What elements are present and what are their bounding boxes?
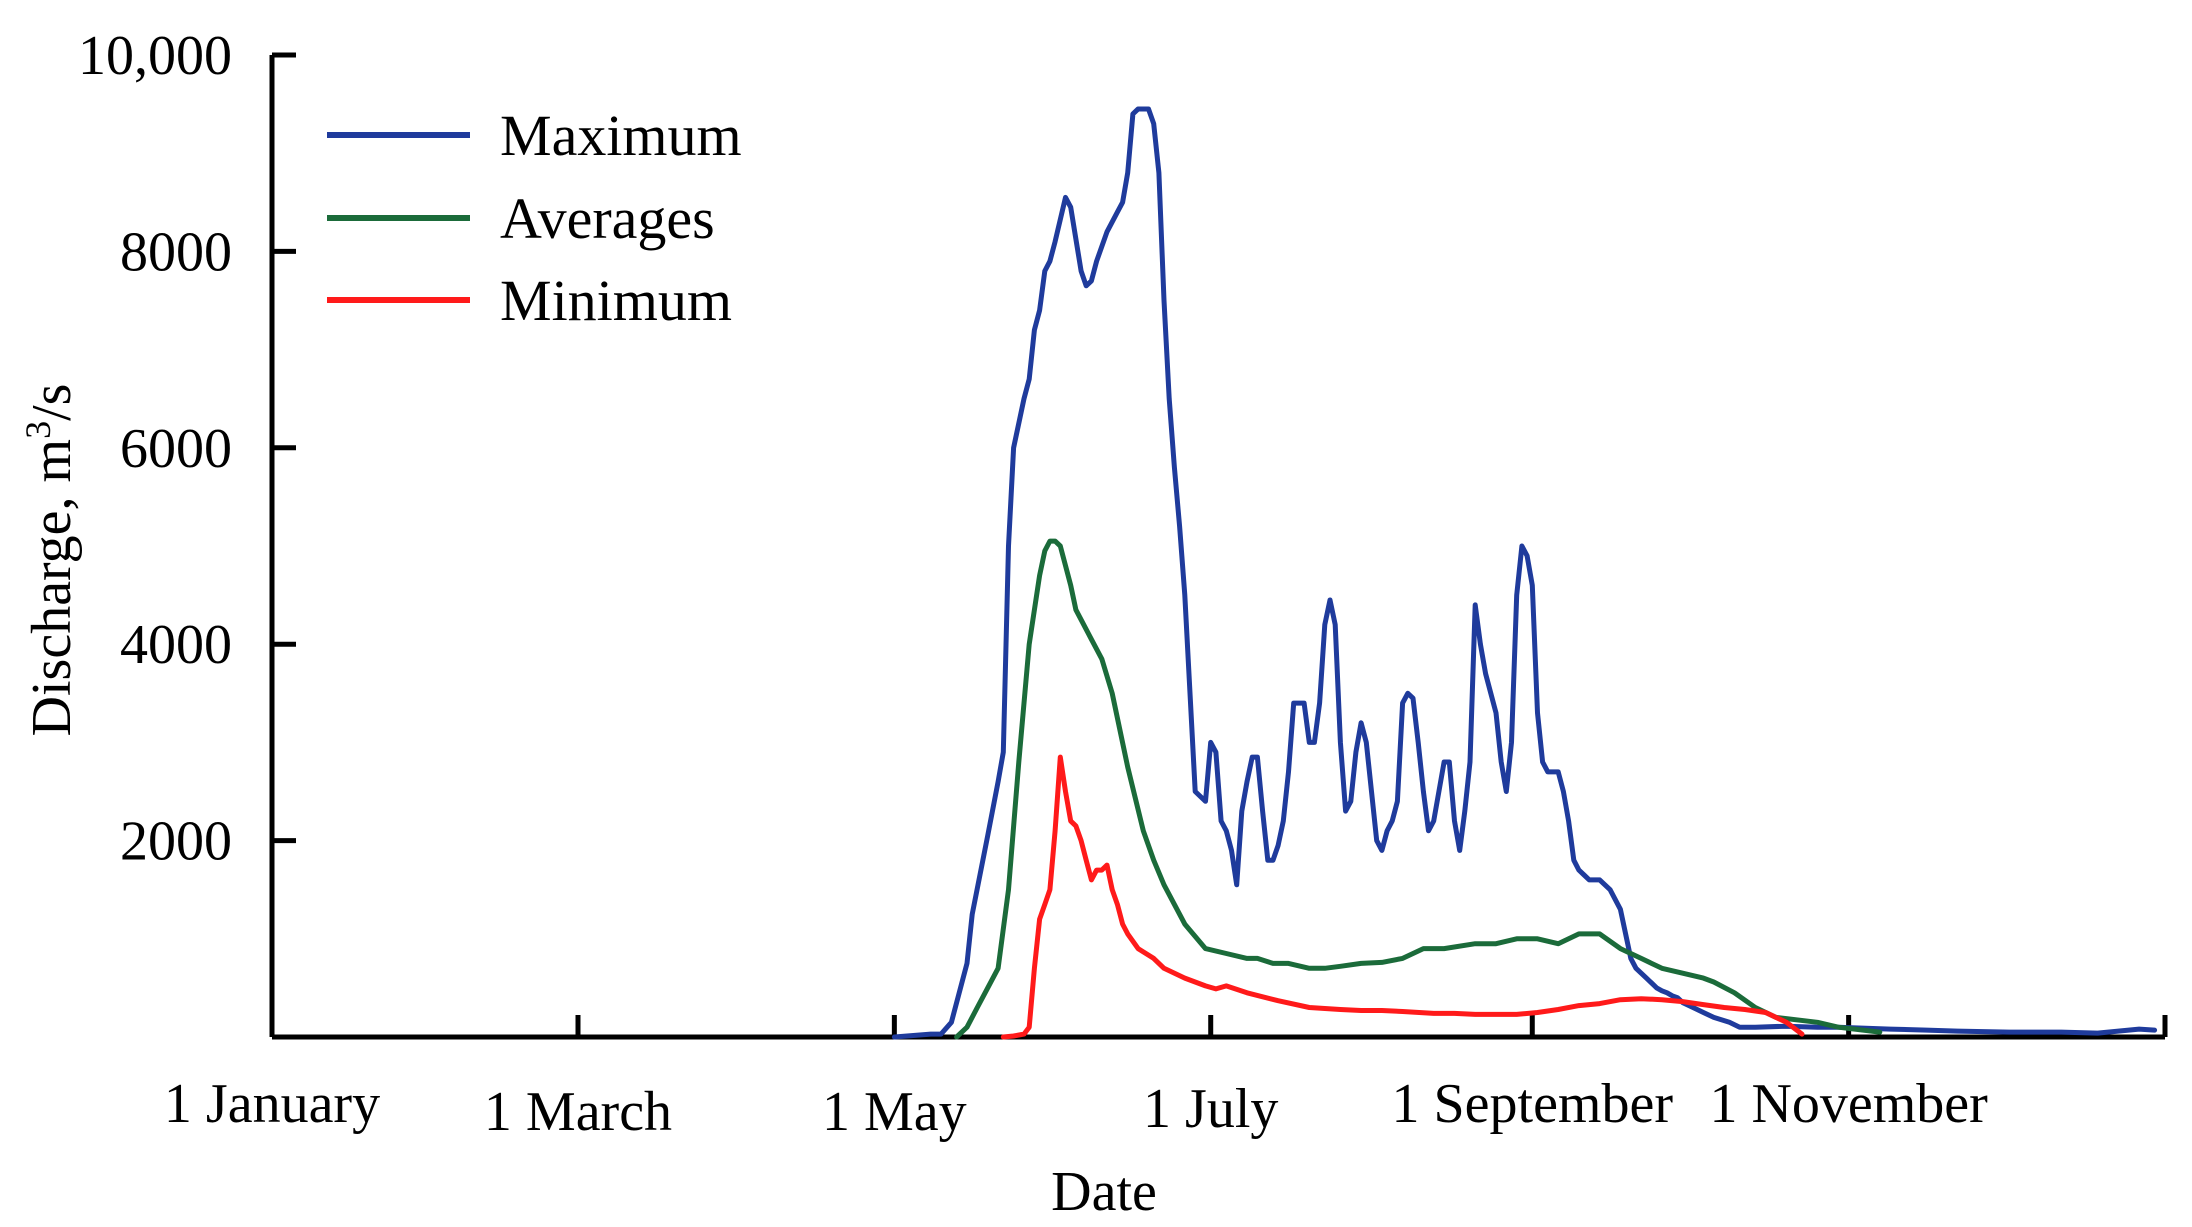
x-tick-label: 1 May bbox=[822, 1081, 967, 1143]
axes-layer: 10,000 8000 6000 4000 2000 1 January 1 March 1 … bbox=[78, 25, 2168, 1143]
x-tick-label: 1 November bbox=[1709, 1073, 1988, 1135]
y-tick-label: 4000 bbox=[120, 614, 232, 676]
legend-label-averages: Averages bbox=[500, 186, 715, 251]
series-line-minimum bbox=[1000, 754, 1805, 1040]
series-line-averages bbox=[954, 538, 1883, 1040]
y-axis-title-sup: 3 bbox=[18, 421, 58, 439]
legend-label-maximum: Maximum bbox=[500, 103, 742, 168]
y-tick-label: 10,000 bbox=[78, 25, 232, 87]
y-axis-title: Discharge, m3/s bbox=[18, 384, 83, 737]
x-tick-label: 1 September bbox=[1392, 1073, 1674, 1135]
y-tick-label: 8000 bbox=[120, 221, 232, 283]
y-tick-label: 2000 bbox=[120, 811, 232, 873]
legend-label-minimum: Minimum bbox=[500, 268, 732, 333]
x-axis-title: Date bbox=[1051, 1161, 1157, 1223]
x-tick-label: 1 March bbox=[484, 1081, 672, 1143]
y-tick-label: 6000 bbox=[120, 418, 232, 480]
y-axis-title-suffix: /s bbox=[21, 384, 83, 421]
series-layer bbox=[891, 106, 2158, 1040]
series-line-maximum bbox=[891, 106, 2158, 1040]
x-tick-label: 1 July bbox=[1143, 1078, 1278, 1140]
y-axis-title-main: Discharge, m bbox=[21, 439, 83, 737]
x-tick-label: 1 January bbox=[164, 1073, 380, 1135]
legend: Maximum Averages Minimum bbox=[327, 103, 742, 333]
